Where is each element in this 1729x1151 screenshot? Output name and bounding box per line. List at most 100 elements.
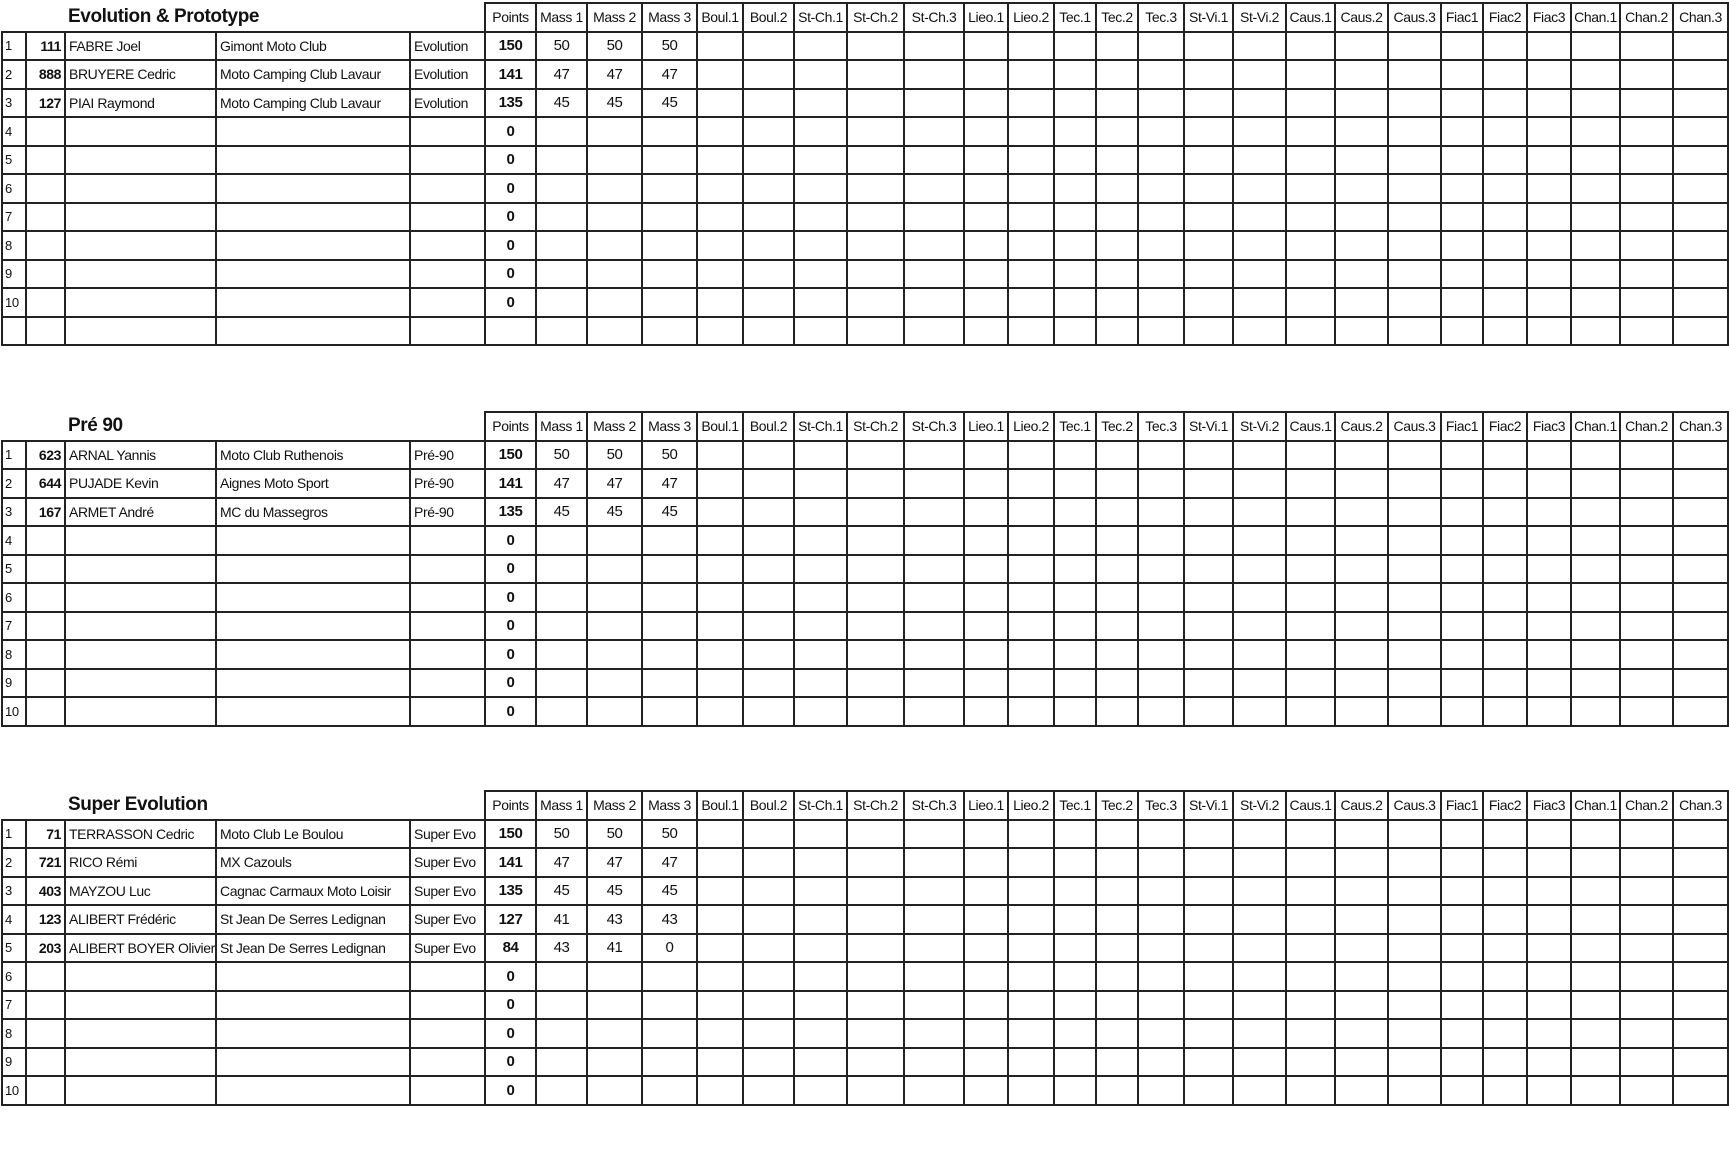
race-score: [1672, 201, 1729, 232]
column-header: St-Vi.1: [1183, 790, 1235, 821]
race-score: [1183, 847, 1235, 878]
race-score: [742, 847, 796, 878]
race-score: [696, 961, 745, 992]
race-score: [742, 1075, 796, 1106]
rank: 1: [1, 818, 27, 849]
race-score: [1619, 989, 1675, 1020]
race-score: [1387, 1018, 1443, 1049]
race-score: [846, 496, 906, 527]
race-score: [1526, 847, 1573, 878]
rider-name: [64, 667, 217, 698]
race-score: [793, 525, 849, 556]
race-score: [1183, 904, 1235, 935]
points: 84: [484, 932, 538, 963]
race-score: [641, 201, 699, 232]
race-score: [793, 144, 849, 175]
result-row: 5 203 ALIBERT BOYER Olivier St Jean De Serr…: [1, 932, 1729, 963]
race-score: [903, 201, 966, 232]
race-score: [742, 258, 796, 289]
rider-number: 203: [25, 932, 66, 963]
race-score: [1570, 496, 1622, 527]
column-header: St-Ch.1: [793, 790, 849, 821]
race-score: [1482, 496, 1529, 527]
column-header: Boul.1: [696, 411, 745, 442]
race-score: [1619, 315, 1675, 346]
race-score: [1137, 847, 1186, 878]
race-score: 47: [535, 59, 589, 90]
race-score: [793, 610, 849, 641]
club: [215, 201, 411, 232]
race-score: [1619, 1046, 1675, 1077]
race-score: [1526, 639, 1573, 670]
race-score: [1232, 553, 1288, 584]
race-score: [1232, 59, 1288, 90]
rank: 1: [1, 30, 27, 61]
race-score: [1334, 59, 1390, 90]
race-score: [846, 525, 906, 556]
race-score: [1619, 525, 1675, 556]
race-score: [1619, 610, 1675, 641]
race-score: [1137, 553, 1186, 584]
club: Moto Camping Club Lavaur: [215, 59, 411, 90]
race-score: [1619, 468, 1675, 499]
race-score: [1482, 30, 1529, 61]
race-score: [903, 87, 966, 118]
race-score: [1183, 468, 1235, 499]
race-score: [1285, 287, 1337, 318]
race-score: [1334, 30, 1390, 61]
category: [408, 1075, 487, 1106]
race-score: [963, 173, 1010, 204]
race-score: [1232, 875, 1288, 906]
category: [408, 116, 487, 147]
rank: 9: [1, 1046, 27, 1077]
race-score: [1440, 1018, 1485, 1049]
race-score: [1007, 818, 1056, 849]
rider-number: 888: [25, 59, 66, 90]
race-score: [1334, 315, 1390, 346]
race-score: [1387, 173, 1443, 204]
race-score: [846, 932, 906, 963]
section-title: Evolution & Prototype: [68, 5, 260, 27]
column-header: Caus.3: [1387, 411, 1443, 442]
race-score: [1007, 1046, 1056, 1077]
race-score: [1440, 1046, 1485, 1077]
column-header: Lieo.1: [963, 411, 1010, 442]
rank: 8: [1, 639, 27, 670]
race-score: [963, 496, 1010, 527]
points: 150: [484, 818, 538, 849]
race-score: [1619, 932, 1675, 963]
rider-number: [25, 582, 66, 613]
race-score: [1482, 315, 1529, 346]
rider-number: [25, 989, 66, 1020]
race-score: [793, 639, 849, 670]
points: 0: [484, 258, 538, 289]
race-score: [1619, 1075, 1675, 1106]
race-score: [903, 258, 966, 289]
race-score: [586, 639, 644, 670]
race-score: [1285, 468, 1337, 499]
race-score: [1232, 1075, 1288, 1106]
race-score: [1526, 201, 1573, 232]
section-title: Pré 90: [68, 414, 123, 436]
race-score: [1285, 989, 1337, 1020]
race-score: 45: [586, 496, 644, 527]
race-score: 45: [641, 875, 699, 906]
rider-number: 623: [25, 439, 66, 470]
race-score: [1137, 496, 1186, 527]
race-score: 50: [586, 439, 644, 470]
rider-number: [25, 610, 66, 641]
race-score: [1570, 230, 1622, 261]
race-score: [641, 696, 699, 727]
race-score: [1387, 818, 1443, 849]
race-score: [1526, 1046, 1573, 1077]
race-score: [1570, 667, 1622, 698]
rider-number: 721: [25, 847, 66, 878]
race-score: [1095, 904, 1140, 935]
race-score: [1007, 989, 1056, 1020]
club: Cagnac Carmaux Moto Loisir: [215, 875, 411, 906]
race-score: [903, 1046, 966, 1077]
race-score: [1526, 989, 1573, 1020]
